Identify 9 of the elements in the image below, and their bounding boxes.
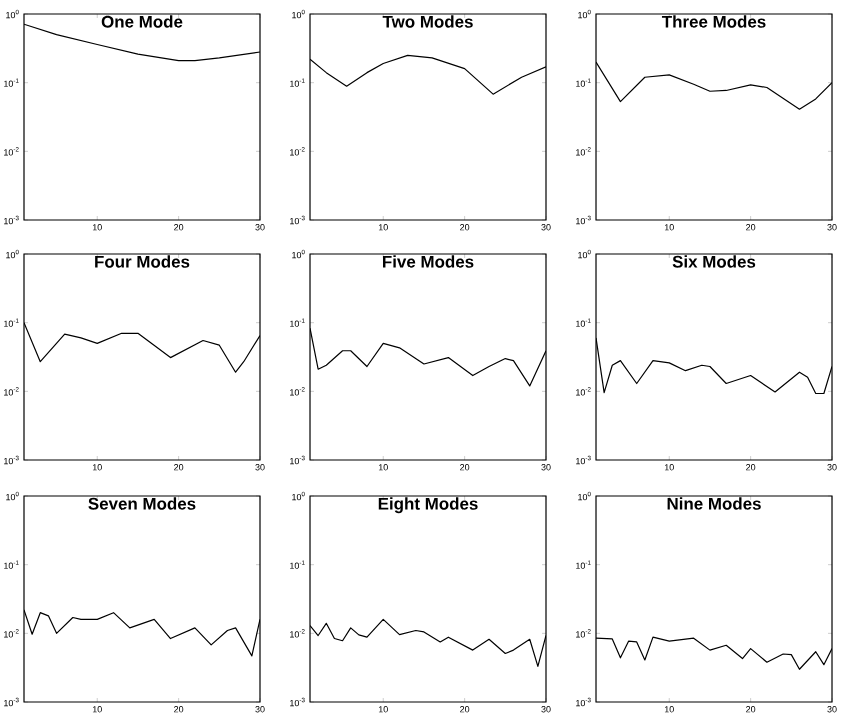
- chart-title: Three Modes: [661, 15, 766, 28]
- chart-title: One Mode: [101, 15, 183, 28]
- chart-title: Nine Modes: [667, 497, 761, 510]
- chart-title: Four Modes: [95, 255, 190, 268]
- chart-title: Six Modes: [672, 255, 756, 268]
- chart-title: Eight Modes: [378, 497, 478, 514]
- chart-title: Five Modes: [383, 255, 474, 268]
- chart-title: Seven Modes: [88, 497, 196, 510]
- chart-title: Two Modes: [382, 15, 473, 28]
